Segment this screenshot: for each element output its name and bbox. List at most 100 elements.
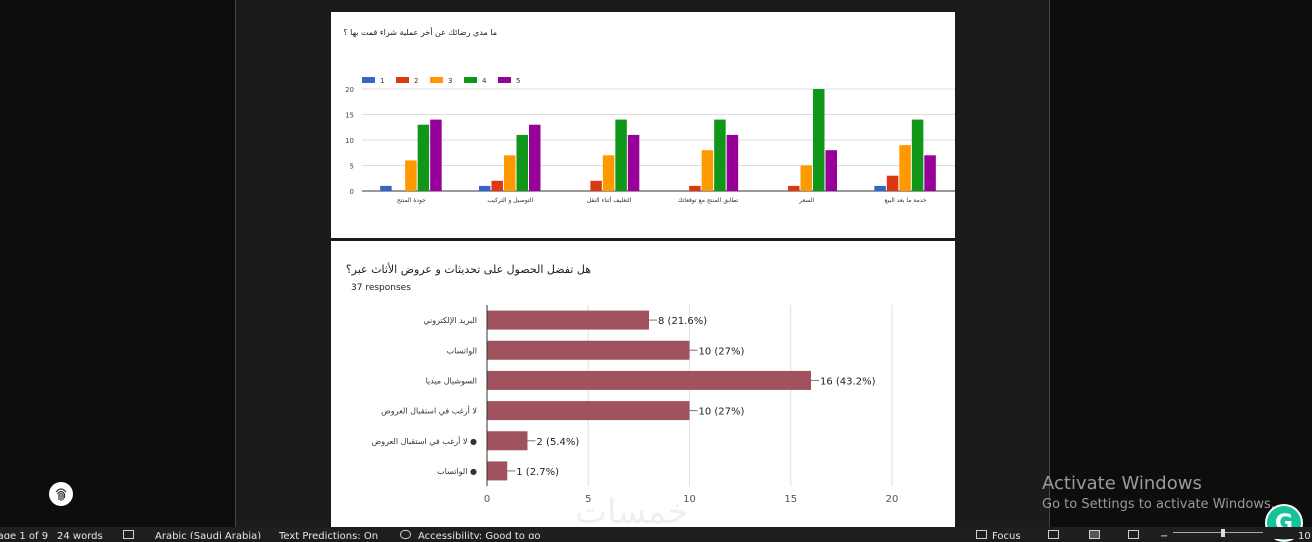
bar [487,370,811,390]
web-layout-icon[interactable] [1128,530,1139,539]
document-left-margin [0,0,236,527]
legend-swatch [498,77,511,83]
accessibility-status[interactable]: Accessibility: Good to go [418,531,541,539]
legend-label: 3 [448,77,452,85]
legend-label: 4 [482,77,487,85]
bar [726,134,739,191]
bar [714,119,726,191]
category-label: السوشيال ميديا [426,376,477,385]
focus-icon[interactable] [976,530,987,539]
activate-windows-notice: Activate Windows Go to Settings to activ… [1042,473,1275,512]
y-tick-label: 15 [345,112,354,120]
data-label: 8 (21.6%) [658,316,707,327]
language-indicator[interactable]: Arabic (Saudi Arabia) [155,531,262,539]
page-border-left [235,0,236,527]
zoom-slider-thumb[interactable] [1221,529,1225,537]
bar [701,150,714,191]
bar [813,89,825,191]
data-label: 16 (43.2%) [820,376,876,387]
bar [615,119,627,191]
x-tick-label: 20 [886,494,899,505]
activate-title: Activate Windows [1042,473,1202,494]
x-tick-label: 15 [784,494,797,505]
bar [886,175,899,191]
status-bar: Page 1 of 9 24 words Arabic (Saudi Arabi… [0,527,1312,539]
bar [911,119,924,191]
data-label: 1 (2.7%) [516,467,559,478]
fingerprint-icon[interactable] [49,482,73,506]
bar [800,165,812,191]
accessibility-icon[interactable] [400,530,411,539]
category-label: الواتساب [447,346,477,355]
proofing-book-icon[interactable] [123,530,134,539]
x-tick-label: التوصيل و التركيب [487,197,533,204]
zoom-slider[interactable] [1173,532,1263,533]
text-predictions[interactable]: Text Predictions: On [279,531,379,539]
responses-count: 37 responses [351,283,411,293]
data-label: 10 (27%) [699,407,745,418]
legend-swatch [396,77,409,83]
bar [405,160,417,191]
chart1-title: ما مدي رضائك عن أخر عملية شراء قمت بها ؟ [343,28,497,37]
read-mode-icon[interactable] [1048,530,1059,539]
category-label: لا أرغب في استقبال العروض [381,406,477,416]
chart-image-satisfaction[interactable]: ما مدي رضائك عن أخر عملية شراء قمت بها ؟… [331,12,955,238]
legend-label: 5 [516,77,520,85]
watermark-text: خمسات [575,492,689,532]
bar [487,401,690,421]
bar [874,185,886,191]
bar [516,134,528,191]
x-tick-label: 10 [683,494,696,505]
legend-swatch [430,77,443,83]
page-count[interactable]: Page 1 of 9 [0,531,49,539]
document-right-margin [1050,0,1312,527]
bar [627,134,640,191]
bar [479,185,491,191]
bar [487,431,528,451]
category-label: الواتساب ● [437,467,477,476]
focus-button[interactable]: Focus [992,531,1021,539]
bar [417,124,430,191]
chart-image-channels[interactable]: هل تفضل الحصول على تحديثات و عروض الأثاث… [331,241,955,527]
legend-label: 2 [414,77,418,85]
print-layout-icon[interactable] [1089,530,1100,539]
bar [602,155,615,191]
category-label: البريد الإلكتروني [423,316,477,326]
y-tick-label: 10 [345,137,354,145]
bar [899,145,911,191]
activate-subtitle: Go to Settings to activate Windows. [1042,497,1275,512]
data-label: 10 (27%) [699,346,745,357]
legend-label: 1 [380,77,384,85]
legend-swatch [464,77,477,83]
x-tick-label: تطابق المنتج مع توقعاتك [678,197,739,204]
x-tick-label: السعر [798,197,814,204]
bar [504,155,516,191]
bar [924,155,936,191]
legend-swatch [362,77,375,83]
x-tick-label: 0 [484,494,490,505]
y-tick-label: 0 [350,188,354,196]
category-label: لا أرغب في استقبال العروض ● [372,436,477,446]
bar [430,119,442,191]
data-label: 2 (5.4%) [537,437,580,448]
bar [487,340,690,360]
bar [689,185,701,191]
bar [487,461,508,481]
zoom-level[interactable]: 10 [1298,531,1311,539]
x-tick-label: التغليف أثناء النقل [587,196,632,204]
bar [788,185,800,191]
bar [487,310,649,330]
horizontal-bar-chart: 0 5 10 15 20 8 (21.6%) البريد الإلكتروني 10 (27… [372,305,899,505]
bar [380,185,392,191]
y-tick-label: 5 [350,163,354,171]
page-border-right [1049,0,1050,527]
bar [529,124,541,191]
y-tick-label: 20 [345,86,354,94]
zoom-out-button[interactable]: − [1160,531,1169,539]
word-count[interactable]: 24 words [57,531,103,539]
bar [825,150,837,191]
chart2-title: هل تفضل الحصول على تحديثات و عروض الأثاث… [345,263,591,276]
bar [590,180,602,191]
bar [491,180,503,191]
